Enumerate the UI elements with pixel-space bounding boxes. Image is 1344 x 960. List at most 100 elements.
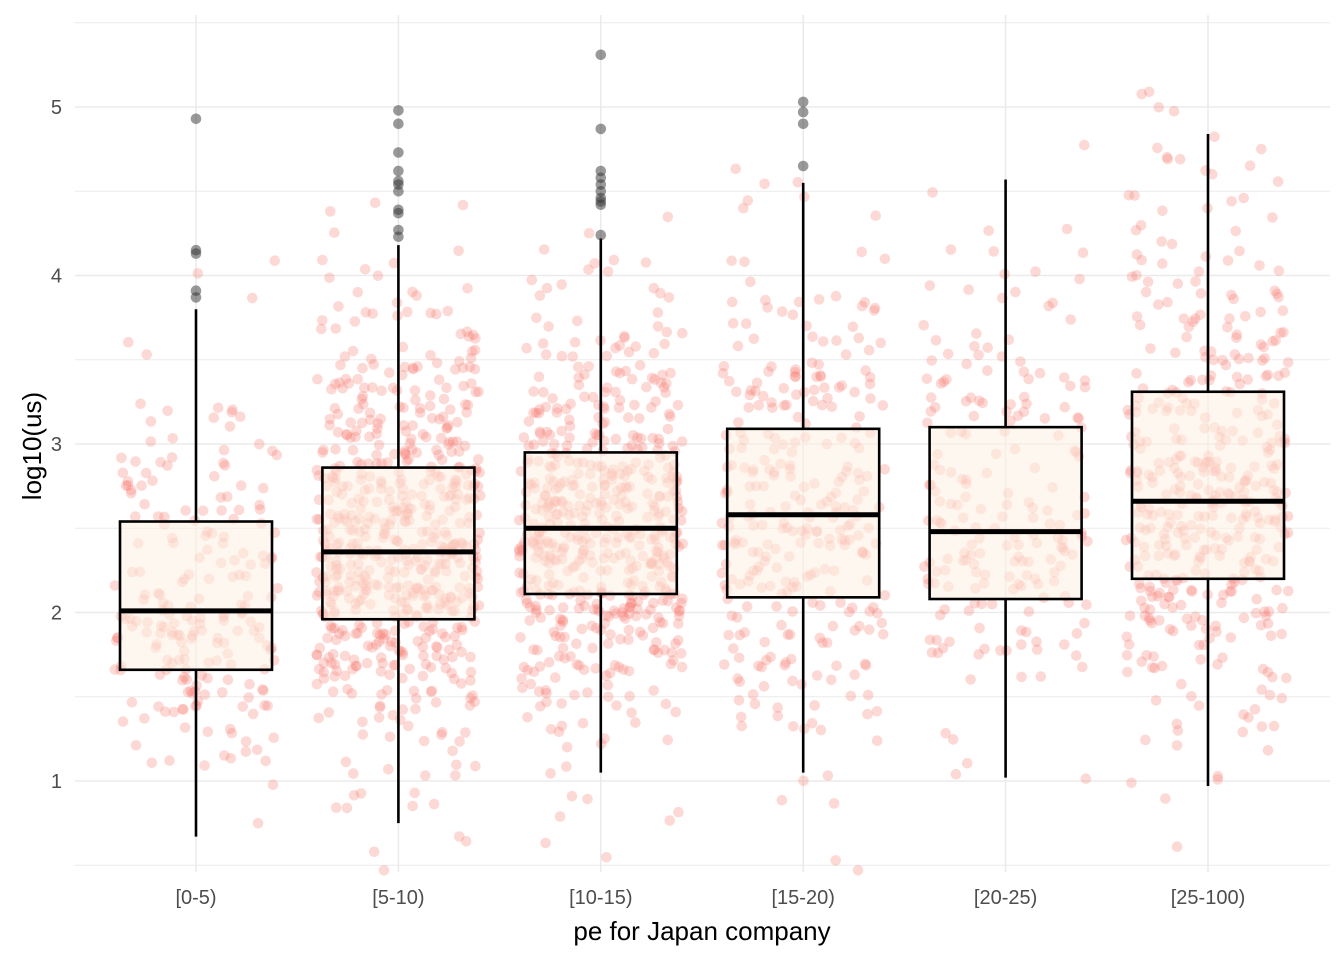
jitter-point: [376, 385, 387, 397]
jitter-point: [545, 768, 556, 779]
jitter-point: [854, 411, 865, 422]
jitter-point: [447, 436, 459, 448]
jitter-point: [750, 385, 761, 397]
jitter-point: [792, 177, 804, 188]
jitter-point: [652, 321, 664, 332]
jitter-point: [556, 279, 567, 290]
jitter-point: [197, 505, 209, 516]
jitter-point: [791, 389, 802, 401]
jitter-point: [815, 370, 826, 381]
jitter-point: [1262, 666, 1274, 678]
jitter-point: [222, 491, 233, 503]
jitter-point: [528, 439, 540, 451]
y-tick-label: 3: [51, 434, 62, 456]
jitter-point: [806, 357, 818, 369]
jitter-point: [1162, 296, 1173, 308]
jitter-point: [734, 676, 746, 688]
jitter-point: [618, 610, 629, 622]
jitter-point: [414, 407, 426, 419]
jitter-point: [577, 717, 589, 729]
boxes: [118, 133, 1286, 837]
jitter-point: [1153, 102, 1165, 113]
jitter-point: [940, 727, 951, 739]
jitter-point: [120, 480, 132, 492]
jitter-point: [469, 344, 481, 356]
jitter-point: [1131, 249, 1143, 260]
jitter-point: [938, 376, 950, 388]
jitter-point: [1190, 611, 1201, 622]
jitter-point: [614, 367, 626, 379]
jitter-point: [660, 698, 672, 710]
jitter-point: [451, 759, 462, 771]
jitter-point: [1226, 586, 1237, 597]
jitter-point: [556, 425, 567, 437]
jitter-point: [811, 670, 823, 681]
jitter-point: [450, 364, 461, 375]
jitter-point: [272, 583, 283, 594]
jitter-point: [961, 358, 972, 370]
jitter-point: [1262, 369, 1274, 381]
jitter-point: [1275, 327, 1286, 339]
jitter-point: [796, 679, 807, 690]
jitter-point: [146, 757, 158, 769]
jitter-point: [311, 649, 323, 661]
jitter-point: [1185, 374, 1196, 386]
jitter-point: [1023, 373, 1034, 385]
jitter-point: [251, 744, 263, 756]
jitter-point: [622, 443, 633, 454]
x-tick-label: [5-10): [372, 887, 424, 909]
jitter-point: [555, 620, 566, 631]
jitter-point: [356, 417, 368, 429]
outlier-point: [190, 113, 202, 125]
jitter-point: [646, 402, 657, 413]
jitter-point: [619, 331, 630, 342]
jitter-point: [845, 690, 857, 702]
jitter-point: [1030, 266, 1041, 277]
jitter-point: [311, 678, 323, 690]
jitter-point: [262, 700, 274, 712]
jitter-point: [815, 724, 827, 736]
jitter-point: [1195, 309, 1206, 321]
jitter-point: [1194, 639, 1205, 651]
jitter-point: [386, 636, 397, 648]
jitter-point: [1268, 720, 1280, 732]
jitter-point: [1144, 581, 1156, 593]
jitter-point: [540, 349, 552, 360]
jitter-point: [1200, 251, 1212, 262]
jitter-point: [1243, 712, 1254, 723]
jitter-point: [718, 361, 730, 372]
jitter-point: [1147, 662, 1158, 673]
jitter-point: [406, 444, 418, 455]
jitter-point: [373, 712, 385, 723]
jitter-point: [1257, 355, 1268, 366]
jitter-point: [436, 729, 447, 740]
jitter-point: [316, 323, 327, 335]
jitter-point: [613, 402, 625, 414]
jitter-point: [455, 328, 467, 340]
jitter-point: [212, 402, 224, 414]
jitter-point: [1183, 377, 1194, 388]
x-tick-label: [20-25): [974, 887, 1037, 909]
jitter-point: [418, 650, 429, 661]
jitter-point: [372, 418, 384, 429]
jitter-point: [1077, 247, 1089, 258]
jitter-point: [403, 454, 415, 465]
jitter-point: [534, 428, 546, 439]
jitter-point: [569, 689, 580, 701]
jitter-point: [314, 642, 326, 654]
jitter-point: [1220, 359, 1232, 371]
jitter-point: [199, 689, 211, 700]
jitter-point: [1023, 606, 1035, 617]
jitter-point: [1035, 671, 1047, 682]
jitter-point: [836, 380, 848, 391]
jitter-point: [1139, 610, 1151, 621]
jitter-point: [870, 210, 881, 221]
jitter-point: [521, 342, 532, 354]
jitter-point: [1193, 266, 1205, 277]
jitter-point: [317, 254, 328, 266]
jitter-point: [1190, 276, 1201, 287]
jitter-point: [995, 645, 1006, 656]
jitter-point: [447, 745, 458, 757]
jitter-point: [589, 258, 600, 269]
jitter-point: [438, 393, 450, 405]
